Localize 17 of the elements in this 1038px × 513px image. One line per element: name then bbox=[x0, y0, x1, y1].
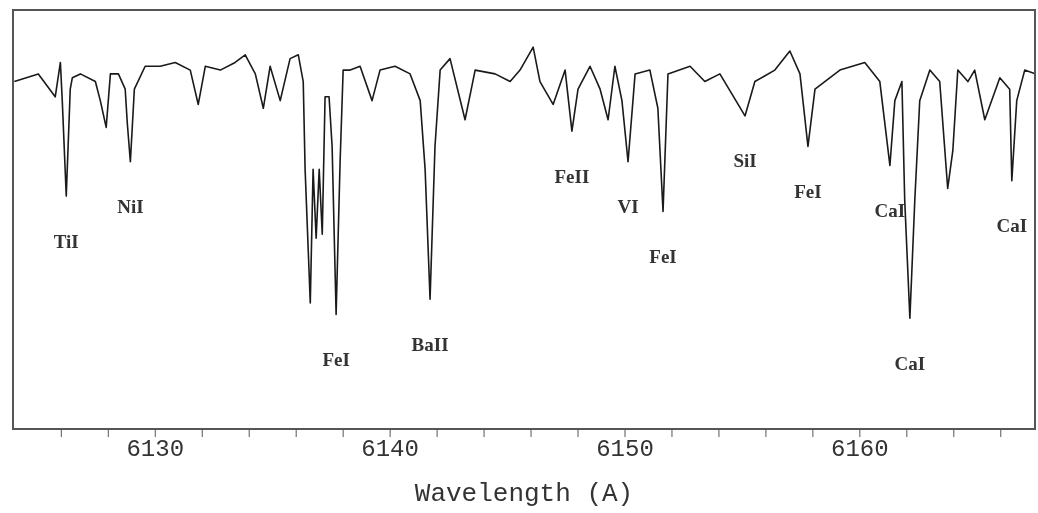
annotation: BaII bbox=[411, 333, 449, 355]
annotation: FeI bbox=[322, 348, 350, 370]
annotation: SiI bbox=[733, 150, 757, 172]
annotation: VI bbox=[617, 196, 639, 218]
annotation: CaI bbox=[894, 352, 926, 374]
annotation: FeI bbox=[649, 245, 677, 267]
annotation: TiI bbox=[53, 230, 79, 252]
x-tick-label: 6130 bbox=[126, 436, 185, 464]
annotation: FeI bbox=[794, 180, 822, 202]
annotation: FeII bbox=[554, 165, 590, 187]
annotation: CaI bbox=[996, 215, 1028, 237]
x-axis-title: Wavelength (A) bbox=[414, 479, 634, 509]
annotation: CaI bbox=[874, 200, 906, 222]
x-tick-label: 6150 bbox=[596, 436, 654, 464]
annotation: NiI bbox=[117, 196, 144, 218]
x-tick-label: 6160 bbox=[831, 436, 889, 464]
x-tick-label: 6140 bbox=[361, 436, 419, 464]
